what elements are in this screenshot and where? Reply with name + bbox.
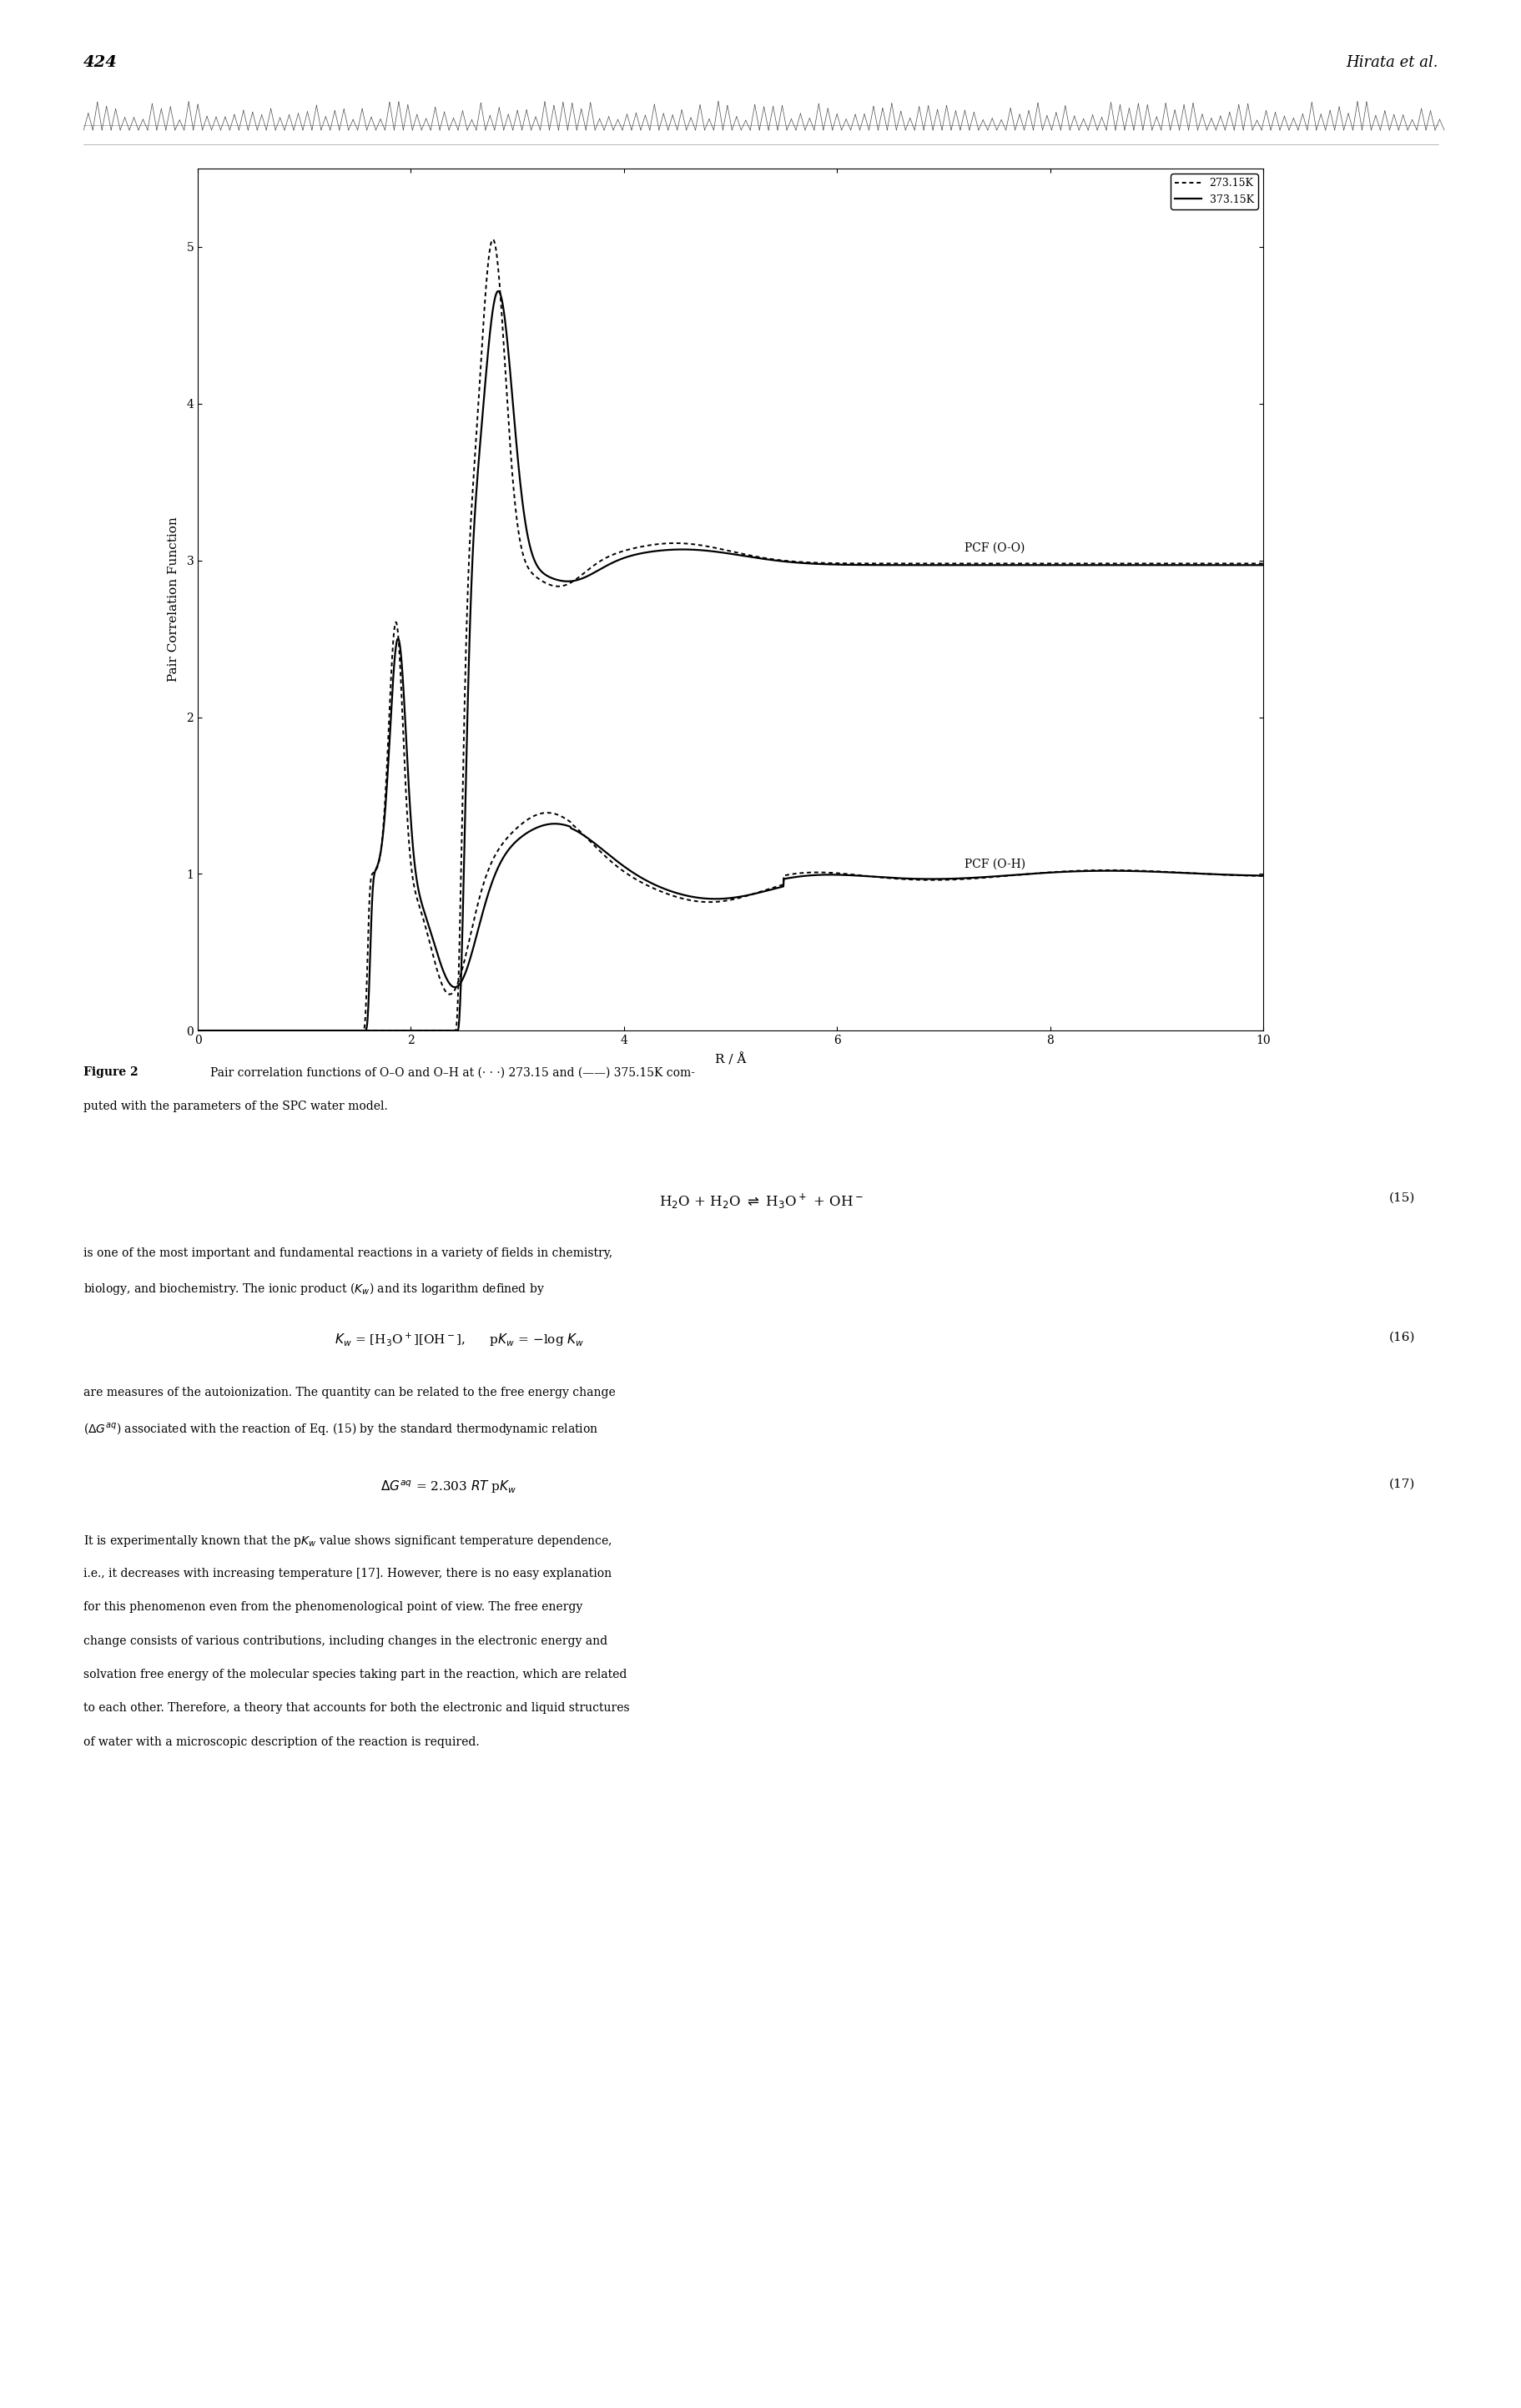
Text: Pair correlation functions of O–O and O–H at (· · ·) 273.15 and (——) 375.15K com: Pair correlation functions of O–O and O–… [210, 1067, 695, 1079]
Text: of water with a microscopic description of the reaction is required.: of water with a microscopic description … [84, 1736, 479, 1748]
Text: PCF (O-H): PCF (O-H) [964, 860, 1025, 869]
Text: (17): (17) [1389, 1479, 1415, 1491]
Text: solvation free energy of the molecular species taking part in the reaction, whic: solvation free energy of the molecular s… [84, 1669, 627, 1681]
Text: H$_2$O + H$_2$O $\rightleftharpoons$ H$_3$O$^+$ + OH$^-$: H$_2$O + H$_2$O $\rightleftharpoons$ H$_… [659, 1192, 862, 1211]
Legend: 273.15K, 373.15K: 273.15K, 373.15K [1170, 173, 1258, 209]
Text: is one of the most important and fundamental reactions in a variety of fields in: is one of the most important and fundame… [84, 1247, 613, 1259]
Text: are measures of the autoionization. The quantity can be related to the free ener: are measures of the autoionization. The … [84, 1387, 616, 1399]
Text: $K_w$ = [H$_3$O$^+$][OH$^-$],      p$K_w$ = $-$log $K_w$: $K_w$ = [H$_3$O$^+$][OH$^-$], p$K_w$ = $… [335, 1332, 584, 1348]
Text: puted with the parameters of the SPC water model.: puted with the parameters of the SPC wat… [84, 1100, 388, 1112]
Text: Figure 2: Figure 2 [84, 1067, 138, 1079]
Text: biology, and biochemistry. The ionic product ($K_w$) and its logarithm defined b: biology, and biochemistry. The ionic pro… [84, 1281, 545, 1298]
Text: $\Delta G^{aq}$ = 2.303 $RT$ p$K_w$: $\Delta G^{aq}$ = 2.303 $RT$ p$K_w$ [380, 1479, 517, 1495]
Text: i.e., it decreases with increasing temperature [17]. However, there is no easy e: i.e., it decreases with increasing tempe… [84, 1568, 611, 1580]
Text: Hirata et al.: Hirata et al. [1345, 55, 1437, 70]
X-axis label: R / Å: R / Å [715, 1052, 745, 1067]
Text: change consists of various contributions, including changes in the electronic en: change consists of various contributions… [84, 1635, 607, 1647]
Text: (16): (16) [1389, 1332, 1415, 1344]
Text: It is experimentally known that the p$K_w$ value shows significant temperature d: It is experimentally known that the p$K_… [84, 1534, 611, 1548]
Y-axis label: Pair Correlation Function: Pair Correlation Function [167, 518, 179, 681]
Text: ($\Delta G^{aq}$) associated with the reaction of Eq. (15) by the standard therm: ($\Delta G^{aq}$) associated with the re… [84, 1421, 598, 1438]
Text: to each other. Therefore, a theory that accounts for both the electronic and liq: to each other. Therefore, a theory that … [84, 1702, 630, 1714]
Text: PCF (O-O): PCF (O-O) [964, 542, 1025, 554]
Text: 424: 424 [84, 55, 117, 70]
Text: for this phenomenon even from the phenomenological point of view. The free energ: for this phenomenon even from the phenom… [84, 1601, 583, 1613]
Text: (15): (15) [1389, 1192, 1415, 1204]
